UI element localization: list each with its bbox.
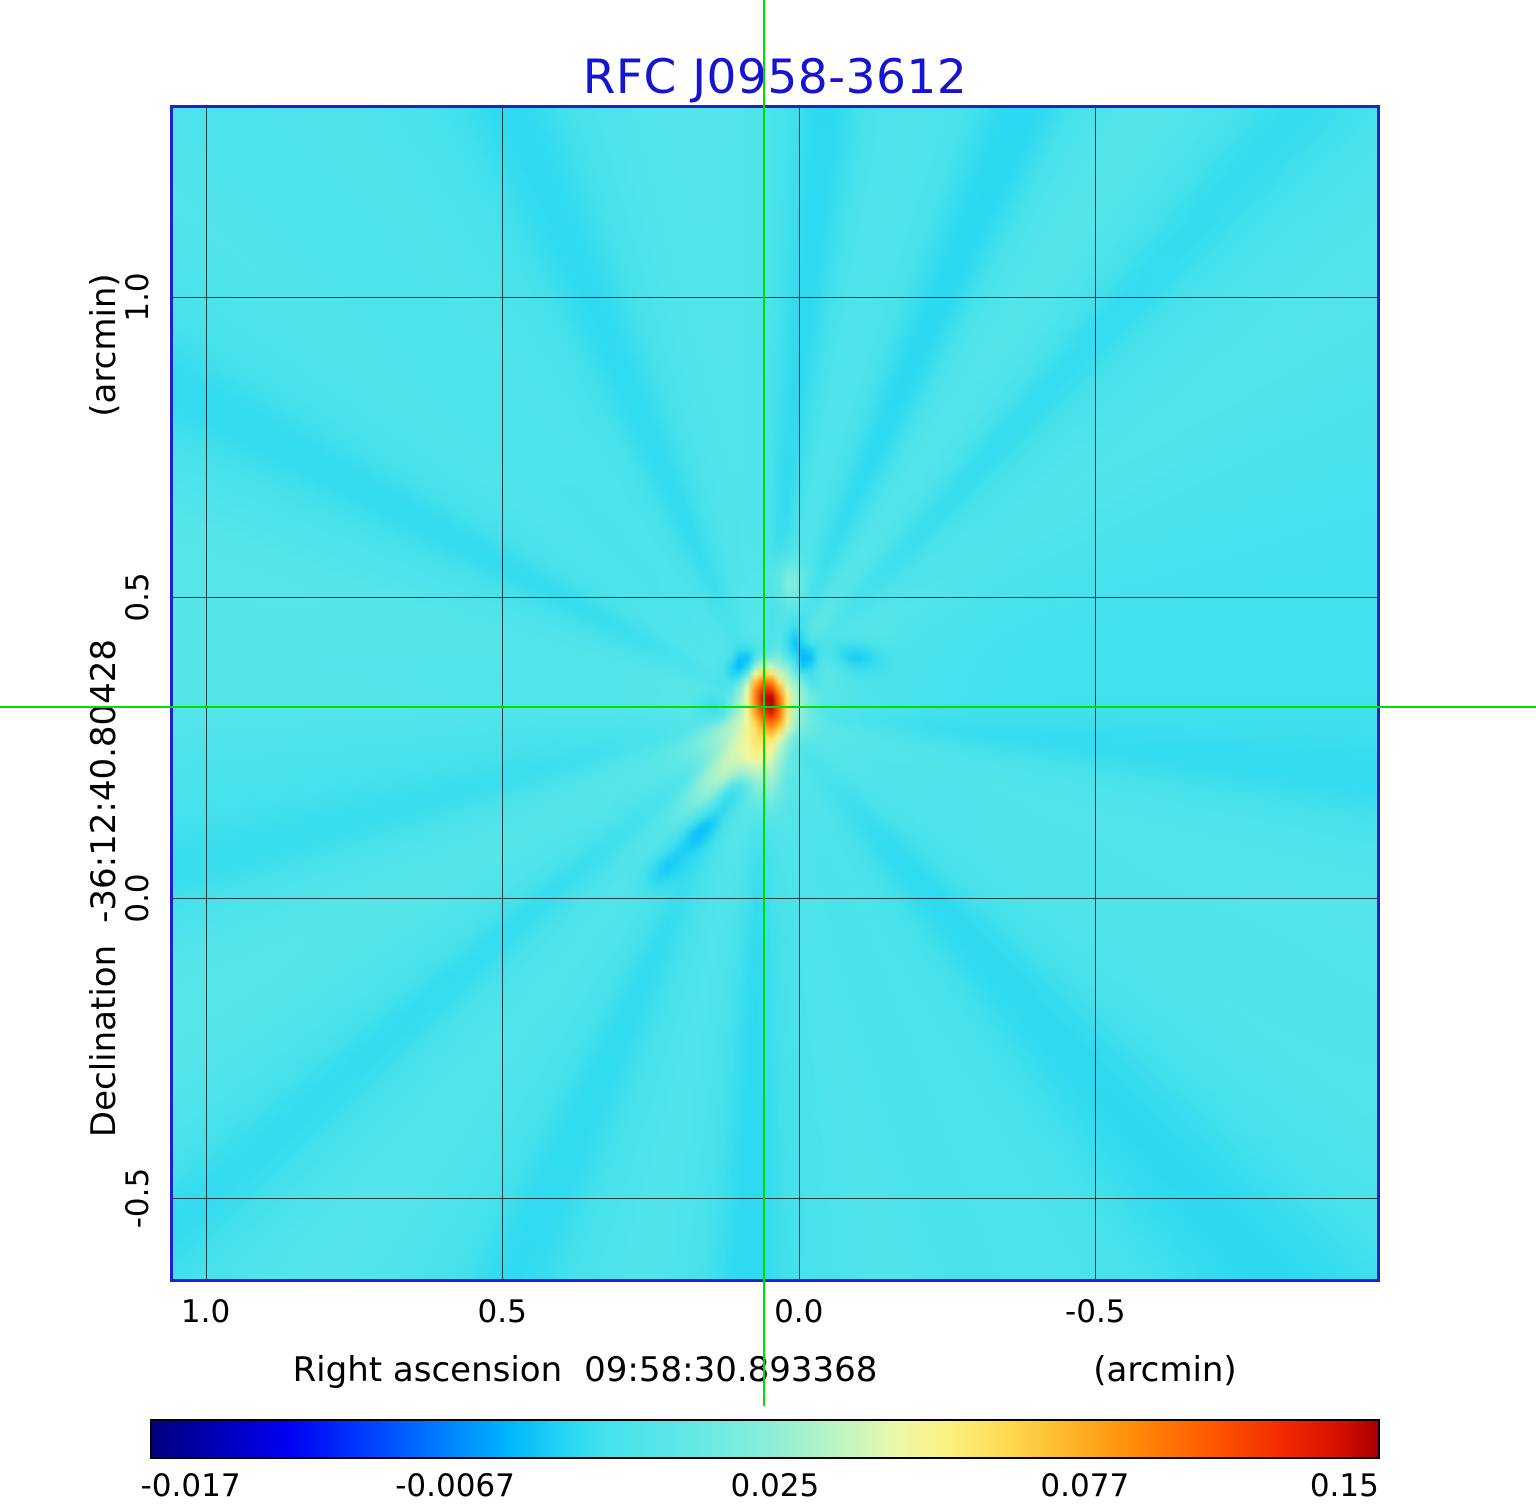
figure-title: RFC J0958-3612 — [582, 50, 968, 105]
y-axis-unit: (arcmin) — [84, 273, 124, 417]
x-axis-unit: (arcmin) — [1093, 1350, 1237, 1390]
gridline-vertical — [798, 108, 800, 1279]
crosshair-vertical-line — [762, 0, 765, 1406]
gridline-vertical — [205, 108, 207, 1279]
crosshair-horizontal-line — [0, 706, 1536, 709]
y-tick-label: 0.0 — [120, 873, 156, 923]
gridline-vertical — [502, 108, 504, 1279]
colorbar-tick-label: 0.15 — [1309, 1468, 1379, 1504]
colorbar-tick-label: -0.0067 — [395, 1468, 515, 1504]
radio-map-plot-area — [170, 105, 1380, 1282]
gridline-horizontal — [173, 297, 1377, 299]
x-axis-title: Right ascension 09:58:30.893368 — [293, 1350, 878, 1390]
y-axis-name: Declination — [84, 944, 124, 1138]
x-tick-label: 0.5 — [477, 1294, 527, 1330]
colorbar-tick-label: 0.077 — [1040, 1468, 1130, 1504]
coordinate-grid — [173, 108, 1377, 1279]
gridline-horizontal — [173, 1197, 1377, 1199]
y-tick-label: -0.5 — [120, 1167, 156, 1229]
ra-center-value: 09:58:30.893368 — [584, 1350, 878, 1390]
x-tick-label: 0.0 — [774, 1294, 824, 1330]
y-tick-label: 1.0 — [120, 272, 156, 322]
colorbar-tick-label: 0.025 — [730, 1468, 820, 1504]
colorbar — [150, 1419, 1380, 1459]
x-axis-name: Right ascension — [292, 1350, 563, 1390]
x-tick-label: -0.5 — [1065, 1294, 1126, 1330]
gridline-horizontal — [173, 897, 1377, 899]
gridline-horizontal — [173, 597, 1377, 599]
y-axis-title: Declination -36:12:40.80428 — [84, 639, 124, 1137]
colorbar-tick-label: -0.017 — [140, 1468, 241, 1504]
gridline-vertical — [1095, 108, 1097, 1279]
dec-center-value: -36:12:40.80428 — [84, 638, 124, 923]
x-tick-label: 1.0 — [180, 1294, 231, 1330]
radio-map-canvas — [173, 108, 1377, 1279]
y-tick-label: 0.5 — [120, 572, 156, 623]
